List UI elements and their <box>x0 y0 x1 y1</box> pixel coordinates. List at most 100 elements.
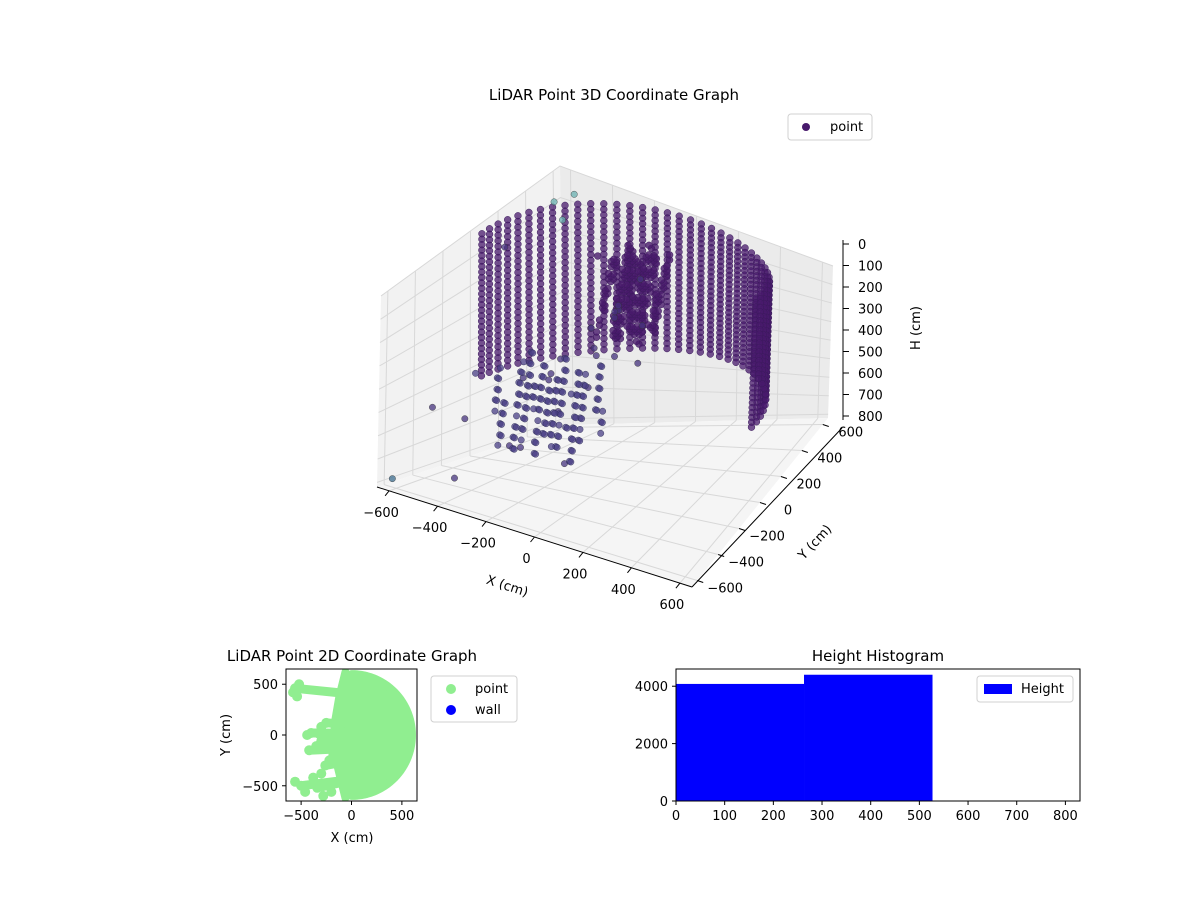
data-point-3d <box>495 375 503 383</box>
x-tick-3d <box>433 505 438 512</box>
hist-bar <box>804 674 933 801</box>
data-point-3d <box>596 385 604 393</box>
data-point-3d <box>590 344 598 352</box>
x-ticks-3d: −600 −400 −200 0 200 400 600 <box>363 490 684 613</box>
grid-line-y-wall <box>412 270 416 476</box>
data-point-3d <box>574 348 582 356</box>
x-tick-label-hist: 0 <box>672 809 680 824</box>
data-point-3d <box>570 190 578 198</box>
z-tick-label-3d: 700 <box>858 389 883 404</box>
data-point-3d <box>576 369 583 377</box>
data-arm-2d <box>304 744 346 755</box>
data-point-3d <box>553 443 561 451</box>
data-point-3d <box>604 269 613 278</box>
data-point-3d <box>559 216 566 224</box>
hist-bar <box>676 683 805 801</box>
data-point-3d <box>498 421 505 428</box>
legend-3d-marker <box>802 123 810 131</box>
data-point-3d <box>567 458 575 466</box>
data-point-3d <box>597 429 605 437</box>
grid-line-y-wall <box>383 290 389 485</box>
data-point-3d <box>598 363 606 370</box>
pane-floor <box>377 418 828 587</box>
data-point-3d <box>495 386 502 394</box>
x-tick-label-hist: 500 <box>907 809 932 824</box>
y-tick-label-3d: −400 <box>728 556 764 571</box>
data-point-3d <box>542 420 550 428</box>
data-point-3d <box>638 322 646 329</box>
y-tick-label-hist: 2000 <box>635 738 668 753</box>
grid-line-y <box>412 474 719 555</box>
data-point-3d <box>520 358 528 366</box>
data-point-3d <box>595 316 604 324</box>
data-point-3d <box>501 243 509 251</box>
legend-3d-box <box>787 113 873 141</box>
data-point-3d <box>575 381 583 389</box>
data-point-3d <box>545 376 553 384</box>
data-point-3d <box>598 299 607 307</box>
data-point-3d <box>540 430 548 438</box>
data-point-3d <box>512 423 520 431</box>
data-point-3d <box>645 241 653 249</box>
y-tick-3d <box>801 450 809 453</box>
y-axis-label-3d: Y (cm) <box>795 522 835 564</box>
grid-line-y <box>384 484 698 581</box>
data-point-3d <box>497 364 504 372</box>
x-ticks-hist: 0 100 200 300 400 500 600 700 800 <box>672 801 1078 824</box>
data-point-3d <box>595 396 602 403</box>
z-ticks-3d: 0 100 200 300 400 500 600 700 800 <box>843 238 883 425</box>
data-point-3d <box>461 415 469 423</box>
point-region-2d <box>329 669 416 801</box>
y-tick-label-3d: −600 <box>707 582 743 597</box>
data-point-3d <box>598 419 606 427</box>
data-point-2d <box>292 691 303 702</box>
x-tick-label-2d: 500 <box>389 809 414 824</box>
data-point-3d <box>613 345 621 353</box>
data-point-3d <box>593 406 601 414</box>
legend-2d-label-point: point <box>475 682 508 697</box>
data-point-3d <box>527 372 535 379</box>
x-tick-label-3d: 400 <box>611 583 636 598</box>
data-point-3d <box>521 415 529 423</box>
data-arm-2d <box>321 718 346 729</box>
data-point-3d <box>527 360 535 368</box>
data-point-3d <box>632 337 641 345</box>
y-tick-label-2d: 500 <box>253 678 278 693</box>
data-point-3d <box>636 275 644 283</box>
data-point-3d <box>724 355 732 363</box>
y-tick-label-2d: −500 <box>242 780 278 795</box>
x-tick-3d <box>530 536 535 543</box>
data-arm-2d <box>320 757 346 770</box>
y-tick-label-2d: 0 <box>270 729 278 744</box>
y-ticks-3d: −600 −400 −200 0 200 400 600 <box>697 424 863 597</box>
x-tick-label-3d: 0 <box>522 552 530 567</box>
data-point-2d <box>318 790 329 801</box>
data-point-3d <box>551 398 559 406</box>
data-point-3d <box>580 393 587 400</box>
y-tick-label-3d: −200 <box>749 530 785 545</box>
x-ticks-2d: −500 0 500 <box>283 801 414 824</box>
data-point-3d <box>609 326 617 335</box>
y-tick-3d <box>780 476 788 479</box>
data-point-3d <box>555 421 563 429</box>
data-point-3d <box>611 308 619 316</box>
data-point-3d <box>576 437 584 445</box>
data-point-3d <box>493 397 501 404</box>
data-point-3d <box>554 376 562 384</box>
data-point-3d <box>516 391 524 399</box>
data-point-3d <box>567 390 575 398</box>
frame-hist <box>675 668 1081 802</box>
data-point-3d <box>665 251 674 259</box>
data-point-3d <box>429 403 436 411</box>
data-point-3d <box>551 409 559 417</box>
x-axis-label-2d: X (cm) <box>331 831 374 846</box>
y-tick-3d <box>759 502 767 505</box>
data-point-3d <box>518 369 526 376</box>
data-point-3d <box>557 411 565 418</box>
y-tick-3d <box>738 528 746 531</box>
x-tick-3d <box>481 521 487 527</box>
data-point-3d <box>599 407 607 415</box>
x-tick-label-3d: −400 <box>412 521 448 536</box>
y-tick-3d <box>697 580 704 583</box>
